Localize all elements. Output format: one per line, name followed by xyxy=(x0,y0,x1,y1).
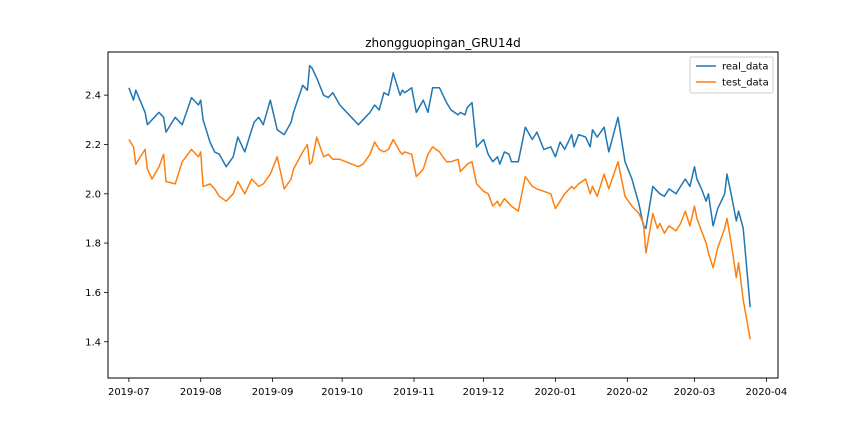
y-tick-label: 1.6 xyxy=(85,288,101,299)
chart-title: zhongguopingan_GRU14d xyxy=(365,36,520,50)
x-tick-label: 2020-01 xyxy=(535,387,577,398)
y-tick-label: 1.8 xyxy=(85,239,101,250)
y-tick-label: 1.4 xyxy=(85,337,101,348)
plot-frame xyxy=(107,51,779,379)
x-axis: 2019-07 2019-08 2019-09 2019-10 2019-11 2019-… xyxy=(108,378,787,398)
legend: real_data test_data xyxy=(689,56,774,94)
x-tick-label: 2019-07 xyxy=(108,387,150,398)
y-tick-label: 2.0 xyxy=(85,189,101,200)
x-tick-label: 2019-08 xyxy=(180,387,222,398)
legend-label: real_data xyxy=(722,62,768,73)
x-tick-label: 2019-11 xyxy=(393,387,435,398)
x-tick-label: 2020-02 xyxy=(606,387,648,398)
series-line-real-data xyxy=(128,64,751,308)
legend-label: test_data xyxy=(722,78,769,89)
y-tick-label: 2.4 xyxy=(85,91,101,102)
series-line-test-data xyxy=(128,136,751,340)
x-tick-label: 2020-04 xyxy=(746,387,788,398)
x-tick-label: 2019-10 xyxy=(321,387,363,398)
x-tick-label: 2020-03 xyxy=(674,387,716,398)
series-layer xyxy=(128,64,751,340)
x-tick-label: 2019-09 xyxy=(252,387,294,398)
y-axis: 1.4 1.6 1.8 2.0 2.2 2.4 xyxy=(85,91,108,348)
x-tick-label: 2019-12 xyxy=(463,387,505,398)
y-tick-label: 2.2 xyxy=(85,140,101,151)
